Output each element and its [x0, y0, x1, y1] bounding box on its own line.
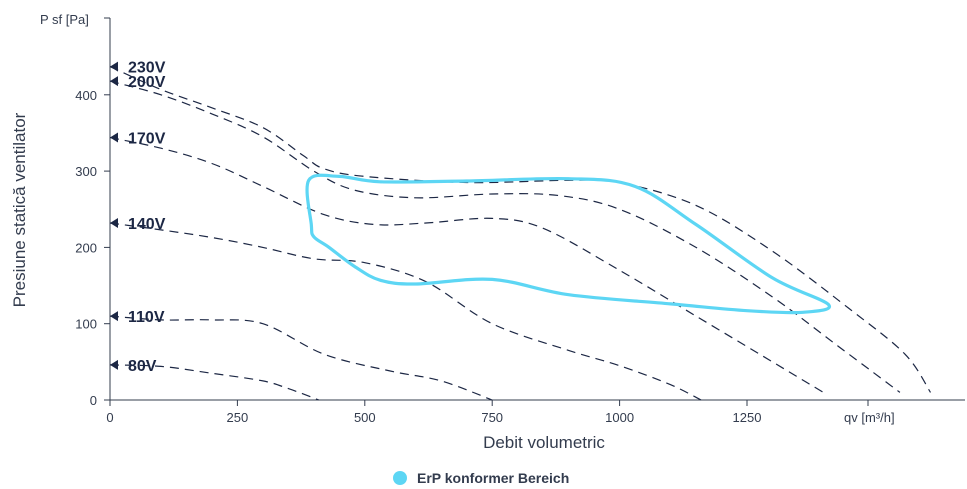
x-tick-label: 750 [481, 410, 503, 425]
erp-layer [305, 173, 832, 315]
voltage-label-110v: 110V [128, 309, 165, 326]
curve-170v [109, 136, 824, 393]
voltage-marker-icon [110, 76, 118, 87]
x-tick-label: 1000 [605, 410, 634, 425]
curve-110v [109, 315, 493, 401]
curve-200v [109, 80, 901, 393]
series-layer [109, 66, 931, 401]
y-ticks: 0 100 200 300 400 [75, 88, 110, 408]
voltage-label-80v: 80V [128, 358, 157, 375]
x-axis-unit: qv [m³/h] [844, 410, 895, 425]
x-tick-label: 250 [227, 410, 249, 425]
y-axis-unit: P sf [Pa] [40, 12, 89, 27]
voltage-marker-icon [110, 217, 118, 228]
axes [104, 17, 965, 406]
curve-230v [109, 66, 931, 393]
voltage-marker-icon [110, 311, 118, 322]
legend-label-erp: ErP konformer Bereich [417, 470, 569, 486]
x-axis-title: Debit volumetric [483, 433, 605, 452]
voltage-label-140v: 140V [128, 216, 166, 233]
x-ticks: 0 250 500 750 1000 1250 [106, 400, 761, 425]
y-axis-title: Presiune statică ventilator [10, 112, 29, 307]
voltage-marker-icon [110, 359, 118, 370]
x-tick-label: 500 [354, 410, 376, 425]
voltage-label-230v: 230V [128, 60, 166, 77]
y-tick-label: 200 [75, 240, 97, 255]
y-tick-label: 0 [90, 393, 97, 408]
voltage-label-170v: 170V [128, 131, 166, 148]
voltage-label-200v: 200V [128, 74, 166, 91]
voltage-marker-icon [110, 132, 118, 143]
curve-80v [109, 364, 320, 401]
y-tick-label: 300 [75, 164, 97, 179]
x-tick-label: 0 [106, 410, 113, 425]
legend-swatch-erp [393, 471, 407, 485]
x-tick-label: 1250 [733, 410, 762, 425]
voltage-marker-icon [110, 61, 118, 72]
erp-region-outline [305, 173, 832, 315]
legend[interactable]: ErP konformer Bereich [393, 470, 569, 486]
y-tick-label: 400 [75, 88, 97, 103]
y-tick-label: 100 [75, 317, 97, 332]
